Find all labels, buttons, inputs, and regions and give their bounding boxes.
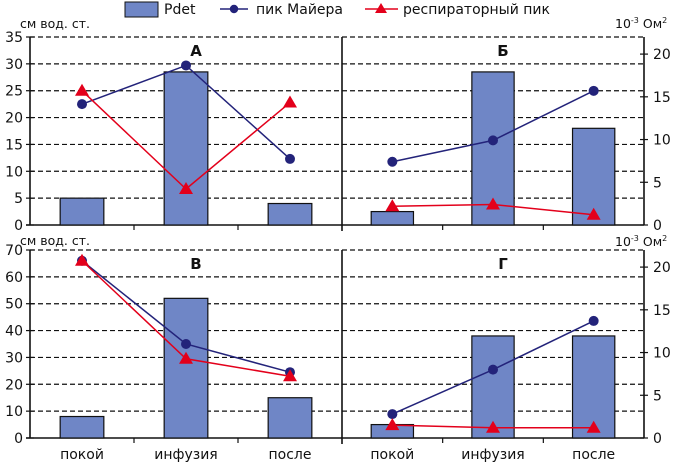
legend-label-mayer: пик Майера xyxy=(256,2,343,18)
point-resp-инфузия xyxy=(179,182,193,195)
point-mayer-покой xyxy=(387,156,398,167)
left-axis-tick-label: 40 xyxy=(5,324,23,340)
bar-pdet-покой xyxy=(59,415,105,439)
left-axis-tick-label: 5 xyxy=(14,191,23,207)
point-mayer-инфузия xyxy=(488,135,498,146)
legend-marker-resp-icon xyxy=(375,3,387,13)
point-resp-после xyxy=(283,95,297,108)
bar-pdet-инфузия xyxy=(163,297,209,439)
right-axis-tick-label: 15 xyxy=(653,90,671,106)
left-axis-tick-label: 0 xyxy=(14,431,23,447)
legend-marker-mayer-icon xyxy=(229,4,239,14)
left-axis-tick-label: 20 xyxy=(5,111,23,127)
point-mayer-после xyxy=(285,153,295,164)
right-axis-tick-label: 10 xyxy=(653,133,671,149)
left-axis-tick-label: 70 xyxy=(5,243,23,259)
right-axis-tick-label: 5 xyxy=(653,388,662,404)
unit-sup: -3 xyxy=(631,16,639,25)
point-mayer-покой xyxy=(77,99,87,110)
category-label: покой xyxy=(60,447,104,463)
unit-sup: -3 xyxy=(631,234,639,243)
left-axis-tick-label: 30 xyxy=(5,350,23,366)
left-axis-tick-label: 15 xyxy=(5,137,23,153)
point-mayer-инфузия xyxy=(488,364,498,375)
point-resp-инфузия xyxy=(486,420,500,433)
category-label: инфузия xyxy=(461,447,524,463)
unit-unit: Ом xyxy=(639,234,662,249)
unit-unit-sup: 2 xyxy=(662,234,667,243)
point-resp-покой xyxy=(385,418,400,431)
point-mayer-инфузия xyxy=(181,60,191,71)
category-label: после xyxy=(269,447,312,463)
point-resp-инфузия xyxy=(486,197,500,210)
bar-pdet-покой xyxy=(59,197,105,226)
left-axis-tick-label: 50 xyxy=(5,297,23,313)
legend-label-pdet: Pdet xyxy=(164,2,196,18)
unit-main: 10 xyxy=(615,234,631,249)
point-mayer-покой xyxy=(387,409,398,420)
left-axis-tick-label: 20 xyxy=(5,377,23,393)
point-mayer-после xyxy=(588,85,599,96)
bar-pdet-после xyxy=(267,202,313,226)
bar-pdet-после xyxy=(267,397,313,439)
bar-pdet-покой xyxy=(370,210,415,226)
right-axis-tick-label: 0 xyxy=(653,218,662,234)
unit-main: 10 xyxy=(615,16,631,31)
point-mayer-после xyxy=(588,315,599,326)
left-axis-tick-label: 60 xyxy=(5,270,23,286)
right-axis-tick-label: 0 xyxy=(653,431,662,447)
legend-swatch-pdet xyxy=(124,1,159,18)
unit-unit: Ом xyxy=(639,16,662,31)
legend-label-resp: респираторный пик xyxy=(403,2,550,18)
category-label: инфузия xyxy=(154,447,217,463)
top-left-axis-unit: см вод. ст. xyxy=(20,16,90,31)
point-resp-после xyxy=(586,207,601,220)
legend: Pdet пик Майера респираторный пик xyxy=(124,1,550,18)
unit-unit-sup: 2 xyxy=(662,16,667,25)
right-axis-tick-label: 20 xyxy=(653,47,671,63)
category-label: покой xyxy=(370,447,414,463)
right-axis-tick-label: 15 xyxy=(653,303,671,319)
panel-title-G: Г xyxy=(498,255,508,273)
right-axis-tick-label: 10 xyxy=(653,346,671,362)
left-axis-tick-label: 35 xyxy=(5,30,23,46)
bottom-right-axis-unit: 10-3 Ом2 xyxy=(615,234,667,249)
panel-title-A: А xyxy=(190,42,202,60)
left-axis-tick-label: 10 xyxy=(5,164,23,180)
left-axis-tick-label: 25 xyxy=(5,84,23,100)
left-axis-tick-label: 10 xyxy=(5,404,23,420)
top-right-axis-unit: 10-3 Ом2 xyxy=(615,16,667,31)
right-axis-tick-label: 5 xyxy=(653,175,662,191)
category-label: после xyxy=(572,447,615,463)
point-resp-покой xyxy=(75,83,89,96)
point-resp-после xyxy=(283,369,297,382)
point-resp-инфузия xyxy=(179,351,193,364)
panel-title-B: Б xyxy=(497,42,508,60)
point-resp-покой xyxy=(75,253,89,266)
point-resp-после xyxy=(586,420,601,433)
bar-pdet-инфузия xyxy=(163,71,209,226)
bottom-left-axis-unit: см вод. ст. xyxy=(20,233,90,248)
left-axis-tick-label: 30 xyxy=(5,57,23,73)
left-axis-tick-label: 0 xyxy=(14,218,23,234)
point-mayer-инфузия xyxy=(181,339,191,349)
right-axis-tick-label: 20 xyxy=(653,260,671,276)
point-resp-покой xyxy=(385,199,400,212)
panel-title-V: В xyxy=(190,255,201,273)
